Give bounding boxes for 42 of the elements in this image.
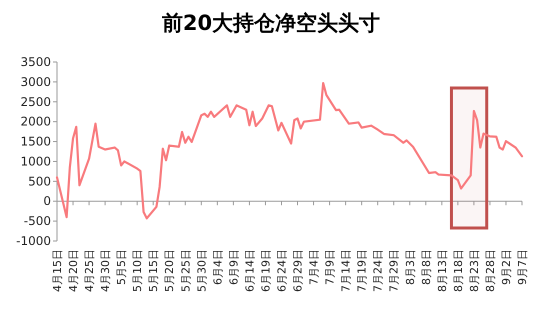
x-tick-label: 7月24日: [372, 249, 385, 292]
line-series: [56, 82, 524, 220]
x-tick-label: 5月30日: [195, 249, 208, 292]
y-tick-label: 2000: [20, 114, 51, 129]
x-tick-label: 9月2日: [500, 249, 513, 285]
x-tick-label: 9月7日: [516, 249, 529, 285]
x-tick-label: 7月19日: [356, 249, 369, 292]
y-tick-label: 2500: [20, 94, 51, 109]
x-tick-label: 7月4日: [308, 249, 321, 285]
x-tick-label: 6月29日: [292, 249, 305, 292]
x-tick-label: 4月15日: [51, 249, 64, 292]
x-tick-label: 8月3日: [404, 249, 417, 285]
x-tick-label: 4月20日: [67, 249, 80, 292]
y-tick-label: -1000: [16, 234, 51, 248]
x-tick-label: 8月8日: [420, 249, 433, 285]
y-tick-label: 3500: [20, 55, 51, 69]
x-tick-label: 7月29日: [388, 249, 401, 292]
y-tick-label: 3000: [20, 74, 51, 89]
y-tick-label: 1500: [20, 134, 51, 149]
x-tick-label: 6月19日: [259, 249, 272, 292]
x-tick-label: 7月9日: [324, 249, 337, 285]
x-tick-label: 8月23日: [468, 249, 481, 292]
x-tick-label: 5月5日: [115, 249, 128, 285]
y-tick-label: -500: [24, 214, 51, 228]
x-tick-label: 4月25日: [83, 249, 96, 292]
y-tick-label: 1000: [20, 154, 51, 168]
chart-title: 前20大持仓净空头头寸: [160, 11, 380, 35]
x-tick-label: 7月14日: [340, 249, 353, 292]
x-tick-label: 6月24日: [275, 249, 288, 292]
x-tick-label: 5月10日: [131, 249, 144, 292]
x-tick-label: 6月14日: [243, 249, 256, 292]
x-tick-label: 5月20日: [163, 249, 176, 292]
x-tick-label: 8月18日: [452, 249, 465, 292]
x-tick-label: 8月13日: [436, 249, 449, 292]
x-tick-label: 4月30日: [99, 249, 112, 292]
x-tick-label: 6月9日: [227, 249, 240, 285]
x-tick-label: 8月28日: [484, 249, 497, 292]
x-tick-label: 6月4日: [211, 249, 224, 285]
x-tick-label: 5月15日: [147, 249, 160, 292]
y-tick-label: 500: [28, 174, 51, 188]
x-tick-label: 5月25日: [179, 249, 192, 292]
y-tick-label: 0: [43, 194, 51, 208]
